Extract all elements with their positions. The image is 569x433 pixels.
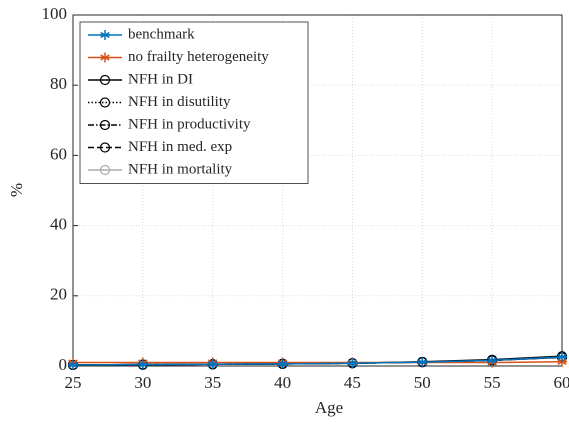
legend: benchmark no frailty heterogeneity NFH in … (79, 21, 309, 184)
legend-box (79, 21, 309, 184)
marker (68, 359, 78, 370)
y-tick-label: 60 (50, 144, 67, 163)
legend-marker (99, 74, 111, 86)
x-tick-label: 25 (65, 373, 82, 392)
y-tick-label: 20 (50, 285, 67, 304)
x-tick-label: 50 (414, 373, 431, 392)
legend-label: benchmark (128, 26, 195, 42)
legend-marker (99, 142, 111, 153)
series-line (73, 361, 563, 364)
y-tick-label: 0 (59, 355, 68, 374)
x-tick-label: 55 (484, 373, 501, 392)
legend-marker (100, 30, 110, 40)
marker (277, 358, 288, 369)
y-axis-label: % (7, 183, 26, 197)
legend-label: NFH in DI (128, 71, 193, 87)
x-tick-label: 45 (344, 373, 361, 392)
marker (207, 359, 218, 370)
x-tick-label: 30 (134, 373, 151, 392)
legend-label: no frailty heterogeneity (128, 49, 269, 65)
marker (137, 359, 148, 370)
legend-marker (99, 119, 111, 131)
y-tick-label: 80 (50, 74, 67, 93)
legend-label: NFH in disutility (128, 94, 231, 110)
marker (347, 358, 358, 369)
series-line (72, 356, 563, 366)
legend-label: NFH in productivity (128, 116, 251, 132)
marker (417, 357, 428, 368)
x-tick-label: 60 (554, 373, 569, 392)
axes-box (72, 14, 563, 367)
y-tick-label: 100 (42, 4, 68, 23)
marker (557, 351, 567, 362)
legend-marker (99, 164, 111, 176)
legend-label: NFH in med. exp (128, 139, 232, 155)
x-axis-label: Age (315, 398, 343, 417)
legend-marker (99, 97, 111, 108)
x-tick-label: 35 (204, 373, 221, 392)
marker (487, 355, 498, 366)
x-tick-label: 40 (274, 373, 291, 392)
legend-marker (100, 52, 110, 63)
y-tick-label: 40 (50, 215, 67, 234)
legend-label: NFH in mortality (128, 161, 233, 177)
